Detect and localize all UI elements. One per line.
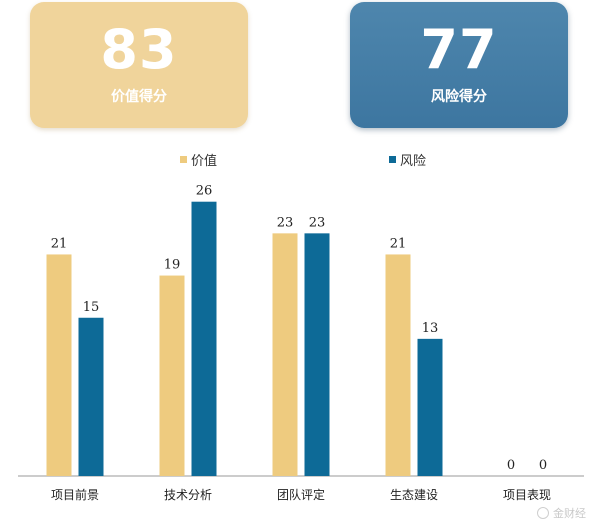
risk-score-card: 77 风险得分 [350, 2, 568, 128]
category-label-3: 生态建设 [390, 488, 438, 502]
data-label-risk-2: 23 [309, 215, 326, 230]
legend-swatch-risk [389, 156, 396, 163]
bar-value-3 [385, 254, 411, 476]
legend-item-value: 价值 [180, 150, 217, 169]
risk-score-label: 风险得分 [431, 89, 487, 105]
category-label-1: 技术分析 [164, 488, 212, 502]
data-label-value-1: 19 [164, 258, 181, 273]
risk-score-number: 77 [420, 18, 498, 81]
legend-label-risk: 风险 [400, 154, 427, 169]
bar-risk-0 [78, 317, 104, 476]
data-label-risk-1: 26 [196, 184, 213, 199]
data-label-value-0: 21 [51, 236, 68, 251]
data-label-risk-3: 13 [422, 321, 439, 336]
data-label-risk-4: 0 [539, 458, 547, 473]
watermark-logo-icon [537, 507, 549, 519]
value-score-card: 83 价值得分 [30, 2, 248, 128]
data-label-value-4: 0 [507, 458, 515, 473]
bar-value-2 [272, 233, 298, 476]
bar-risk-3 [417, 338, 443, 476]
category-label-2: 团队评定 [277, 487, 325, 502]
bar-value-1 [159, 275, 185, 476]
legend-label-value: 价值 [191, 154, 218, 169]
category-label-4: 项目表现 [503, 488, 551, 502]
watermark: 金财经 [537, 505, 586, 521]
bar-value-0 [46, 254, 72, 476]
bar-risk-2 [304, 233, 330, 476]
legend-swatch-value [180, 156, 187, 163]
data-label-risk-0: 15 [83, 300, 100, 315]
data-label-value-3: 21 [390, 236, 407, 251]
legend-item-risk: 风险 [389, 150, 426, 169]
chart-legend: 价值 风险 [0, 150, 600, 170]
value-score-number: 83 [100, 18, 178, 81]
data-label-value-2: 23 [277, 215, 294, 230]
watermark-text: 金财经 [553, 507, 586, 520]
category-label-0: 项目前景 [51, 487, 99, 502]
bar-risk-1 [191, 201, 217, 476]
value-score-label: 价值得分 [111, 89, 167, 105]
